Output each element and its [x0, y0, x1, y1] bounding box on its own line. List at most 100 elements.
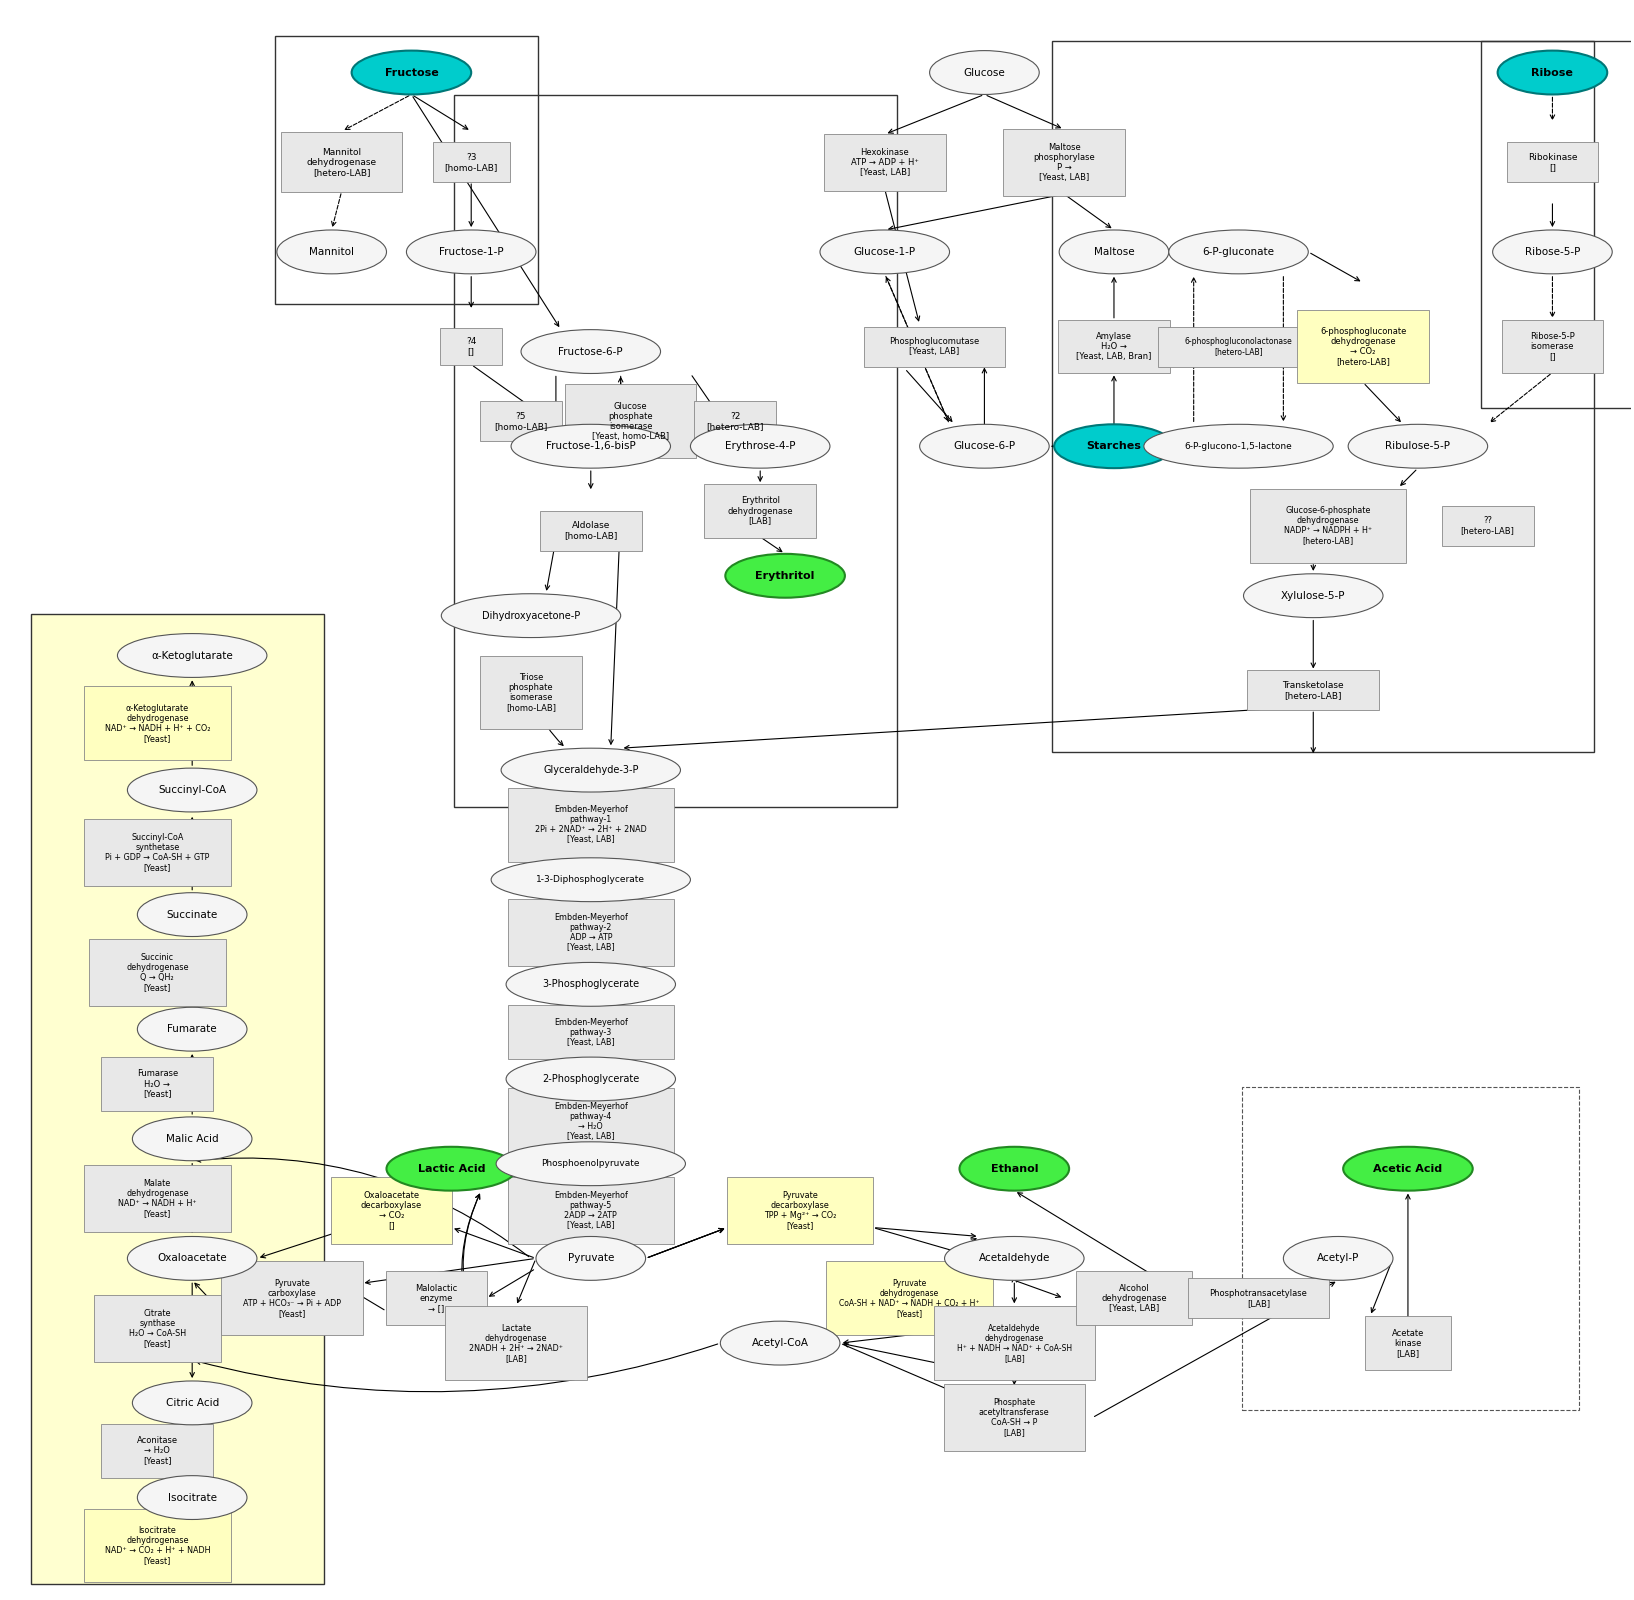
FancyBboxPatch shape	[386, 1272, 487, 1325]
Text: Mannitol
dehydrogenase
[hetero-LAB]: Mannitol dehydrogenase [hetero-LAB]	[307, 147, 377, 176]
Text: Glyceraldehyde-3-P: Glyceraldehyde-3-P	[542, 765, 639, 774]
Ellipse shape	[1343, 1147, 1472, 1190]
Text: Succinic
dehydrogenase
Q → QH₂
[Yeast]: Succinic dehydrogenase Q → QH₂ [Yeast]	[126, 954, 188, 992]
FancyBboxPatch shape	[101, 1424, 212, 1478]
Text: Lactic Acid: Lactic Acid	[418, 1163, 485, 1174]
FancyBboxPatch shape	[446, 1306, 587, 1379]
Text: Hexokinase
ATP → ADP + H⁺
[Yeast, LAB]: Hexokinase ATP → ADP + H⁺ [Yeast, LAB]	[851, 147, 918, 176]
Ellipse shape	[1243, 574, 1382, 618]
Text: Starches: Starches	[1087, 442, 1142, 451]
FancyBboxPatch shape	[1502, 320, 1603, 373]
Ellipse shape	[930, 51, 1039, 94]
Ellipse shape	[351, 51, 471, 94]
Ellipse shape	[127, 1237, 257, 1280]
FancyBboxPatch shape	[433, 142, 510, 182]
Text: Malic Acid: Malic Acid	[167, 1134, 219, 1144]
Text: Transketolase
[hetero-LAB]: Transketolase [hetero-LAB]	[1283, 682, 1345, 699]
Text: Acetaldehyde
dehydrogenase
H⁺ + NADH → NAD⁺ + CoA-SH
[LAB]: Acetaldehyde dehydrogenase H⁺ + NADH → N…	[958, 1323, 1072, 1363]
Text: Ribose-5-P
isomerase
[]: Ribose-5-P isomerase []	[1529, 333, 1575, 362]
Text: Aconitase
→ H₂O
[Yeast]: Aconitase → H₂O [Yeast]	[137, 1437, 178, 1466]
Text: Fructose: Fructose	[384, 67, 438, 77]
Text: Glucose
phosphate
isomerase
[Yeast, homo-LAB]: Glucose phosphate isomerase [Yeast, homo…	[592, 402, 670, 442]
FancyBboxPatch shape	[508, 1005, 673, 1059]
FancyBboxPatch shape	[1507, 142, 1598, 182]
Text: Isocitrate: Isocitrate	[168, 1493, 217, 1502]
Ellipse shape	[137, 893, 247, 936]
Ellipse shape	[502, 749, 680, 792]
FancyBboxPatch shape	[1297, 310, 1428, 384]
Text: Fructose-1,6-bisP: Fructose-1,6-bisP	[546, 442, 636, 451]
Text: Glucose-6-phosphate
dehydrogenase
NADP⁺ → NADPH + H⁺
[hetero-LAB]: Glucose-6-phosphate dehydrogenase NADP⁺ …	[1284, 506, 1373, 546]
Ellipse shape	[511, 424, 670, 469]
FancyBboxPatch shape	[281, 133, 402, 192]
Text: Ribose-5-P: Ribose-5-P	[1525, 246, 1580, 258]
Text: Glucose-6-P: Glucose-6-P	[953, 442, 1015, 451]
Text: Isocitrate
dehydrogenase
NAD⁺ → CO₂ + H⁺ + NADH
[Yeast]: Isocitrate dehydrogenase NAD⁺ → CO₂ + H⁺…	[105, 1526, 211, 1565]
FancyBboxPatch shape	[508, 1178, 673, 1243]
Text: Acetyl-CoA: Acetyl-CoA	[752, 1338, 809, 1349]
FancyBboxPatch shape	[694, 402, 776, 442]
Ellipse shape	[132, 1117, 252, 1160]
Text: Erythritol
dehydrogenase
[LAB]: Erythritol dehydrogenase [LAB]	[727, 496, 792, 525]
FancyBboxPatch shape	[704, 485, 815, 538]
Text: ?2
[hetero-LAB]: ?2 [hetero-LAB]	[706, 411, 765, 430]
Ellipse shape	[820, 230, 949, 274]
Ellipse shape	[920, 424, 1049, 469]
FancyBboxPatch shape	[1188, 1278, 1328, 1318]
FancyBboxPatch shape	[508, 1088, 673, 1155]
FancyBboxPatch shape	[330, 1178, 453, 1243]
FancyBboxPatch shape	[83, 686, 230, 760]
Ellipse shape	[118, 634, 266, 677]
FancyBboxPatch shape	[480, 656, 582, 730]
FancyBboxPatch shape	[95, 1294, 221, 1362]
Text: Ribulose-5-P: Ribulose-5-P	[1386, 442, 1451, 451]
Text: Erythritol: Erythritol	[755, 571, 815, 581]
Ellipse shape	[944, 1237, 1083, 1280]
FancyBboxPatch shape	[440, 328, 502, 365]
Ellipse shape	[507, 963, 675, 1006]
FancyBboxPatch shape	[508, 899, 673, 966]
Ellipse shape	[507, 1058, 675, 1101]
Text: Alcohol
dehydrogenase
[Yeast, LAB]: Alcohol dehydrogenase [Yeast, LAB]	[1101, 1283, 1167, 1314]
Text: Pyruvate
carboxylase
ATP + HCO₃⁻ → Pi + ADP
[Yeast]: Pyruvate carboxylase ATP + HCO₃⁻ → Pi + …	[243, 1278, 342, 1318]
FancyBboxPatch shape	[1364, 1317, 1451, 1370]
Ellipse shape	[441, 594, 621, 637]
Ellipse shape	[1168, 230, 1309, 274]
Text: Lactate
dehydrogenase
2NADH + 2H⁺ → 2NAD⁺
[LAB]: Lactate dehydrogenase 2NADH + 2H⁺ → 2NAD…	[469, 1323, 564, 1363]
Text: Pyruvate: Pyruvate	[567, 1253, 614, 1264]
FancyBboxPatch shape	[827, 1261, 993, 1334]
Text: Triose
phosphate
isomerase
[homo-LAB]: Triose phosphate isomerase [homo-LAB]	[507, 672, 556, 712]
FancyBboxPatch shape	[864, 326, 1005, 366]
FancyBboxPatch shape	[88, 939, 225, 1006]
Ellipse shape	[492, 858, 691, 902]
Text: 3-Phosphoglycerate: 3-Phosphoglycerate	[542, 979, 639, 989]
FancyBboxPatch shape	[508, 789, 673, 862]
Ellipse shape	[721, 1322, 840, 1365]
Text: Acetate
kinase
[LAB]: Acetate kinase [LAB]	[1392, 1328, 1425, 1358]
Text: Fumarate: Fumarate	[167, 1024, 217, 1034]
Text: Phosphotransacetylase
[LAB]: Phosphotransacetylase [LAB]	[1209, 1288, 1307, 1307]
Text: Acetyl-P: Acetyl-P	[1317, 1253, 1359, 1264]
Ellipse shape	[137, 1475, 247, 1520]
Text: Succinyl-CoA
synthetase
Pi + GDP → CoA-SH + GTP
[Yeast]: Succinyl-CoA synthetase Pi + GDP → CoA-S…	[105, 834, 209, 872]
Ellipse shape	[1498, 51, 1608, 94]
Text: 6-P-gluconate: 6-P-gluconate	[1203, 246, 1275, 258]
Text: Xylulose-5-P: Xylulose-5-P	[1281, 590, 1345, 600]
Text: Malate
dehydrogenase
NAD⁺ → NADH + H⁺
[Yeast]: Malate dehydrogenase NAD⁺ → NADH + H⁺ [Y…	[118, 1179, 196, 1218]
FancyBboxPatch shape	[824, 134, 946, 190]
Text: Maltose: Maltose	[1093, 246, 1134, 258]
Text: Amylase
H₂O →
[Yeast, LAB, Bran]: Amylase H₂O → [Yeast, LAB, Bran]	[1077, 333, 1152, 362]
Text: Malolactic
enzyme
→ []: Malolactic enzyme → []	[415, 1283, 458, 1314]
Text: Succinyl-CoA: Succinyl-CoA	[158, 786, 225, 795]
Ellipse shape	[127, 768, 257, 811]
Text: Pyruvate
dehydrogenase
CoA-SH + NAD⁺ → NADH + CO₂ + H⁺
[Yeast]: Pyruvate dehydrogenase CoA-SH + NAD⁺ → N…	[840, 1278, 980, 1318]
FancyBboxPatch shape	[83, 1509, 230, 1582]
Text: Glucose: Glucose	[964, 67, 1005, 77]
Text: Erythrose-4-P: Erythrose-4-P	[725, 442, 796, 451]
FancyBboxPatch shape	[83, 819, 230, 886]
Text: Phosphoglucomutase
[Yeast, LAB]: Phosphoglucomutase [Yeast, LAB]	[889, 338, 980, 357]
Text: Embden-Meyerhof
pathway-3
[Yeast, LAB]: Embden-Meyerhof pathway-3 [Yeast, LAB]	[554, 1018, 627, 1046]
Text: Citric Acid: Citric Acid	[165, 1398, 219, 1408]
Text: Fructose-6-P: Fructose-6-P	[559, 347, 623, 357]
Text: Oxaloacetate
decarboxylase
→ CO₂
[]: Oxaloacetate decarboxylase → CO₂ []	[361, 1190, 422, 1230]
